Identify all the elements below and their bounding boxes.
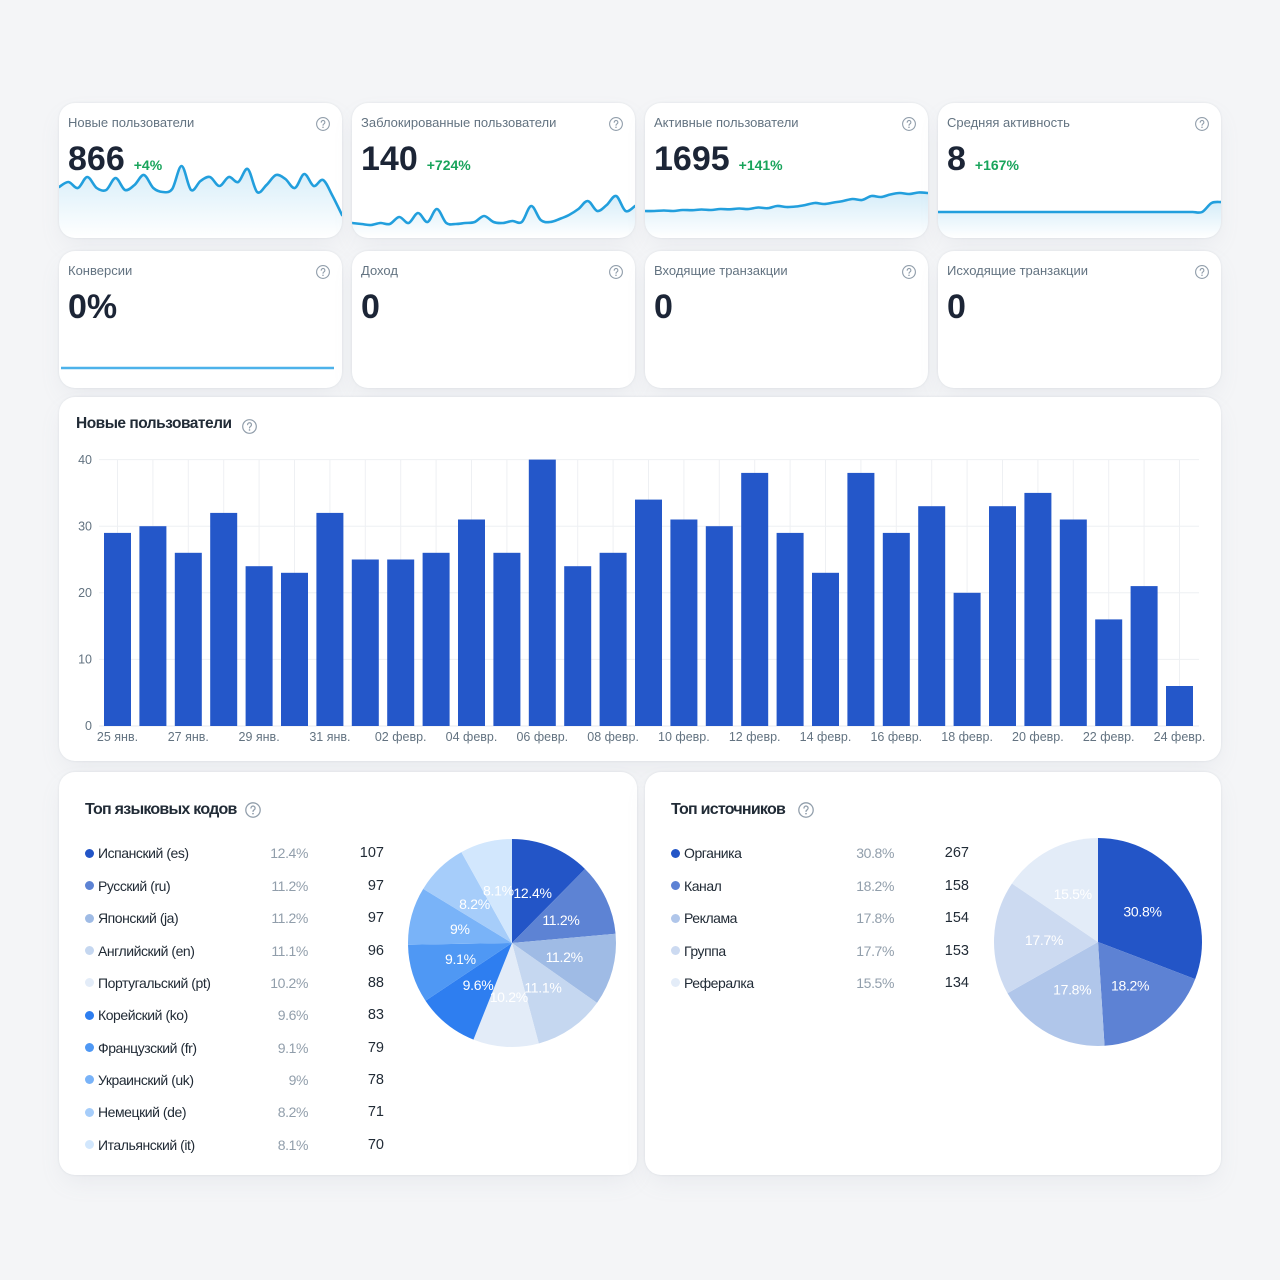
svg-text:18.2%: 18.2%: [1111, 978, 1149, 994]
svg-text:9.1%: 9.1%: [445, 951, 476, 967]
svg-text:29 янв.: 29 янв.: [239, 730, 280, 744]
svg-text:9.6%: 9.6%: [463, 977, 494, 993]
svg-text:11.1%: 11.1%: [524, 979, 561, 995]
svg-text:0: 0: [85, 719, 92, 733]
svg-text:27 янв.: 27 янв.: [168, 730, 209, 744]
svg-text:18 февр.: 18 февр.: [941, 730, 993, 744]
svg-text:17.8%: 17.8%: [1053, 982, 1091, 998]
svg-text:31 янв.: 31 янв.: [309, 730, 350, 744]
svg-text:20 февр.: 20 февр.: [1012, 730, 1064, 744]
svg-text:25 янв.: 25 янв.: [97, 730, 138, 744]
svg-text:8.2%: 8.2%: [459, 896, 490, 912]
svg-text:15.5%: 15.5%: [1054, 886, 1092, 902]
svg-text:11.2%: 11.2%: [542, 912, 579, 928]
svg-text:8.1%: 8.1%: [483, 883, 514, 899]
svg-text:10 февр.: 10 февр.: [658, 730, 710, 744]
svg-text:12 февр.: 12 февр.: [729, 730, 781, 744]
svg-text:17.7%: 17.7%: [1025, 932, 1063, 948]
svg-text:11.2%: 11.2%: [546, 949, 583, 965]
svg-text:30: 30: [78, 519, 92, 533]
svg-text:02 февр.: 02 февр.: [375, 730, 427, 744]
svg-text:04 февр.: 04 февр.: [446, 730, 498, 744]
svg-text:22 февр.: 22 февр.: [1083, 730, 1135, 744]
svg-text:40: 40: [78, 453, 92, 467]
svg-text:10.2%: 10.2%: [490, 989, 528, 1005]
svg-text:06 февр.: 06 февр.: [516, 730, 568, 744]
svg-text:9%: 9%: [450, 921, 470, 937]
svg-text:20: 20: [78, 586, 92, 600]
svg-text:24 февр.: 24 февр.: [1154, 730, 1206, 744]
svg-text:30.8%: 30.8%: [1123, 903, 1161, 919]
svg-text:12.4%: 12.4%: [513, 885, 551, 901]
svg-text:16 февр.: 16 февр.: [870, 730, 922, 744]
svg-text:10: 10: [78, 653, 92, 667]
svg-text:08 февр.: 08 февр.: [587, 730, 639, 744]
svg-text:14 февр.: 14 февр.: [800, 730, 852, 744]
